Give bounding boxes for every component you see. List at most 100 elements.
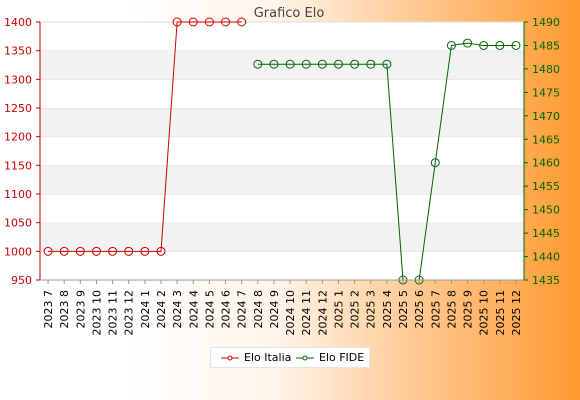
data-point-elo-fide xyxy=(479,40,489,50)
right-tick-label: 1465 xyxy=(532,133,560,146)
x-tick-label: 2025 1 xyxy=(332,290,345,329)
data-point-elo-fide xyxy=(301,59,311,69)
data-point-elo-fide xyxy=(366,59,376,69)
grid-band xyxy=(40,50,524,80)
data-point-elo-fide xyxy=(253,59,263,69)
x-tick-label: 2025 8 xyxy=(445,290,458,329)
data-point-elo-fide xyxy=(446,40,456,50)
data-point-elo-fide xyxy=(430,158,440,168)
right-tick-label: 1445 xyxy=(532,227,560,240)
right-tick-label: 1435 xyxy=(532,274,560,287)
x-tick-label: 2023 11 xyxy=(107,290,120,336)
data-point-elo-italia xyxy=(237,17,247,27)
left-tick-label: 1200 xyxy=(4,131,32,144)
series-line-elo-italia xyxy=(48,21,242,252)
grid-band xyxy=(40,79,524,108)
data-point-elo-fide xyxy=(285,59,295,69)
data-point-elo-fide xyxy=(269,59,279,69)
left-tick-label: 1300 xyxy=(4,73,32,86)
x-tick-label: 2025 12 xyxy=(510,290,523,336)
x-tick-label: 2023 10 xyxy=(90,290,103,336)
data-point-elo-italia xyxy=(59,246,69,256)
x-tick-label: 2024 5 xyxy=(203,290,216,329)
grid-band xyxy=(40,194,524,223)
data-point-elo-fide xyxy=(382,59,392,69)
data-point-elo-italia xyxy=(172,17,182,27)
legend-swatch-elo-fide xyxy=(296,355,314,360)
x-tick-label: 2024 9 xyxy=(268,290,281,329)
series-line-elo-fide xyxy=(257,42,516,281)
right-tick-label: 1475 xyxy=(532,86,560,99)
right-tick-label: 1450 xyxy=(532,204,560,217)
legend-item-elo-fide: Elo FIDE xyxy=(296,351,364,364)
right-tick-label: 1490 xyxy=(532,16,560,29)
x-tick-label: 2024 6 xyxy=(220,290,233,329)
grid-band xyxy=(40,136,524,166)
x-tick-label: 2025 5 xyxy=(397,290,410,329)
left-tick-label: 1050 xyxy=(4,217,32,230)
left-tick-label: 1250 xyxy=(4,102,32,115)
x-tick-label: 2023 7 xyxy=(42,290,55,329)
x-tick-label: 2024 7 xyxy=(236,290,249,329)
data-point-elo-fide xyxy=(350,59,360,69)
data-point-elo-italia xyxy=(108,246,118,256)
data-point-elo-italia xyxy=(156,246,166,256)
data-point-elo-fide xyxy=(463,38,473,48)
right-tick-label: 1470 xyxy=(532,110,560,123)
x-tick-label: 2024 11 xyxy=(300,290,313,336)
x-tick-label: 2023 12 xyxy=(123,290,136,336)
data-point-elo-italia xyxy=(204,17,214,27)
x-tick-label: 2024 2 xyxy=(155,290,168,329)
legend: Elo Italia Elo FIDE xyxy=(210,347,370,368)
right-tick-label: 1460 xyxy=(532,157,560,170)
right-tick-label: 1480 xyxy=(532,63,560,76)
data-point-elo-italia xyxy=(221,17,231,27)
data-point-elo-italia xyxy=(140,246,150,256)
data-point-elo-fide xyxy=(333,59,343,69)
legend-label-elo-italia: Elo Italia xyxy=(244,351,292,364)
left-tick-label: 1350 xyxy=(4,45,32,58)
data-point-elo-italia xyxy=(75,246,85,256)
left-tick-label: 1400 xyxy=(4,16,32,29)
data-point-elo-fide xyxy=(511,40,521,50)
left-tick-label: 1100 xyxy=(4,188,32,201)
x-tick-label: 2024 3 xyxy=(171,290,184,329)
x-tick-label: 2024 8 xyxy=(252,290,265,329)
x-tick-label: 2024 10 xyxy=(284,290,297,336)
data-point-elo-italia xyxy=(188,17,198,27)
x-tick-label: 2025 7 xyxy=(429,290,442,329)
right-tick-label: 1455 xyxy=(532,180,560,193)
right-tick-label: 1440 xyxy=(532,251,560,264)
legend-swatch-elo-italia xyxy=(221,355,239,360)
x-tick-label: 2024 12 xyxy=(316,290,329,336)
right-tick-label: 1485 xyxy=(532,39,560,52)
x-tick-label: 2025 9 xyxy=(462,290,475,329)
data-point-elo-italia xyxy=(43,246,53,256)
x-tick-label: 2025 11 xyxy=(494,290,507,336)
data-point-elo-fide xyxy=(317,59,327,69)
chart-title: Grafico Elo xyxy=(254,6,325,21)
x-tick-label: 2025 3 xyxy=(365,290,378,329)
data-point-elo-italia xyxy=(91,246,101,256)
x-tick-label: 2025 6 xyxy=(413,290,426,329)
x-tick-label: 2025 4 xyxy=(381,290,394,329)
grid-band xyxy=(40,108,524,137)
grid-band xyxy=(40,222,524,252)
legend-item-elo-italia: Elo Italia xyxy=(221,351,291,364)
data-point-elo-fide xyxy=(495,40,505,50)
x-tick-label: 2025 2 xyxy=(349,290,362,329)
x-tick-label: 2024 4 xyxy=(187,290,200,329)
left-tick-label: 950 xyxy=(11,274,32,287)
x-tick-label: 2024 1 xyxy=(139,290,152,329)
left-tick-label: 1000 xyxy=(4,245,32,258)
x-tick-label: 2023 8 xyxy=(58,290,71,329)
x-tick-label: 2023 9 xyxy=(74,290,87,329)
data-point-elo-italia xyxy=(124,246,134,256)
grid-band xyxy=(40,165,524,194)
grid-band xyxy=(40,251,524,280)
legend-label-elo-fide: Elo FIDE xyxy=(319,351,365,364)
x-tick-label: 2025 10 xyxy=(478,290,491,336)
grid-band xyxy=(40,22,524,51)
